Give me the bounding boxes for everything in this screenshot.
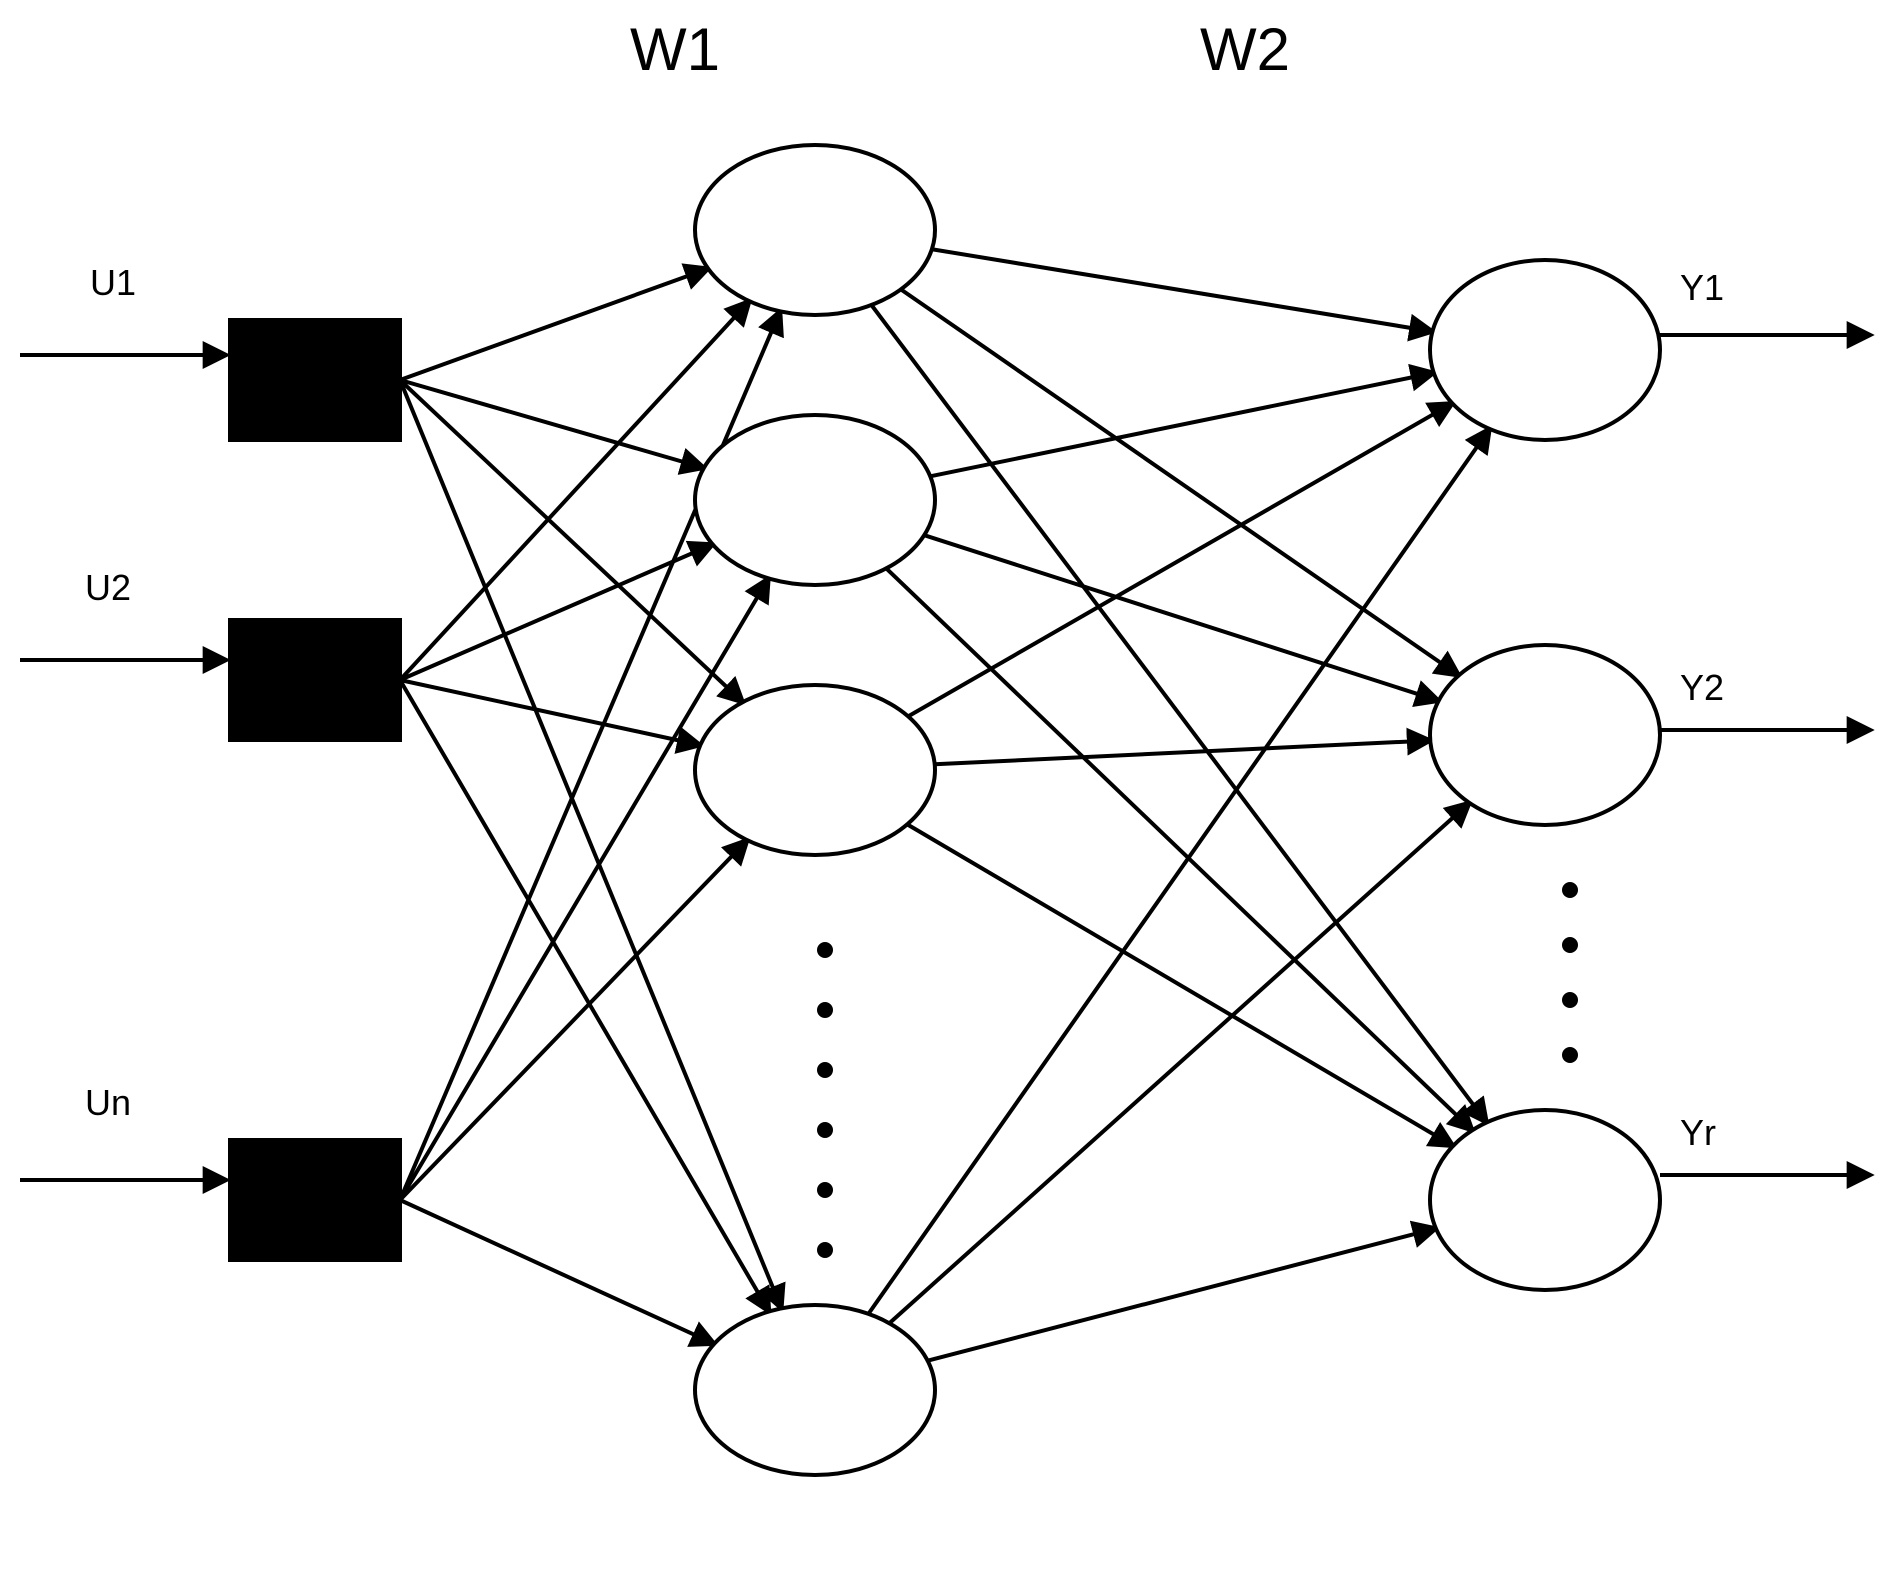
hidden-node — [695, 415, 935, 585]
output-label: Y2 — [1680, 667, 1724, 708]
edge-w2 — [928, 1228, 1436, 1360]
edges — [400, 249, 1490, 1360]
header-w1: W1 — [630, 16, 720, 83]
hidden-node — [695, 685, 935, 855]
edge-w1 — [400, 840, 747, 1200]
edge-w2 — [908, 403, 1452, 716]
neural-network-diagram: U1 U2 Un Y1 Y2 Yr W1 W2 — [0, 0, 1898, 1582]
ellipsis-dot — [817, 1122, 833, 1138]
ellipsis-dot — [1562, 937, 1578, 953]
edge-w1 — [400, 1200, 714, 1344]
input-node — [230, 1140, 400, 1260]
output-label: Y1 — [1680, 267, 1724, 308]
output-node — [1430, 645, 1660, 825]
edge-w2 — [889, 803, 1469, 1323]
edge-w1 — [400, 680, 700, 745]
output-node — [1430, 260, 1660, 440]
ellipsis-dot — [817, 942, 833, 958]
ellipsis-dot — [1562, 992, 1578, 1008]
input-label: U2 — [85, 567, 131, 608]
edge-w2 — [871, 305, 1486, 1122]
ellipsis-dot — [1562, 1047, 1578, 1063]
edge-w1 — [400, 269, 708, 380]
edge-w1 — [400, 578, 769, 1200]
input-label: Un — [85, 1082, 131, 1123]
ellipsis-dot — [817, 1062, 833, 1078]
edge-w2 — [935, 741, 1430, 765]
output-node — [1430, 1110, 1660, 1290]
ellipsis-dot — [817, 1182, 833, 1198]
edge-w2 — [886, 568, 1472, 1130]
edge-w1 — [400, 544, 713, 680]
edge-w2 — [932, 249, 1433, 331]
edge-w2 — [930, 373, 1434, 476]
input-label: U1 — [90, 262, 136, 303]
header-w2: W2 — [1200, 16, 1290, 83]
output-label: Yr — [1680, 1112, 1716, 1153]
hidden-node — [695, 145, 935, 315]
ellipsis-dot — [817, 1242, 833, 1258]
ellipsis-dot — [817, 1002, 833, 1018]
input-node — [230, 320, 400, 440]
ellipsis-dot — [1562, 882, 1578, 898]
input-node — [230, 620, 400, 740]
hidden-node — [695, 1305, 935, 1475]
